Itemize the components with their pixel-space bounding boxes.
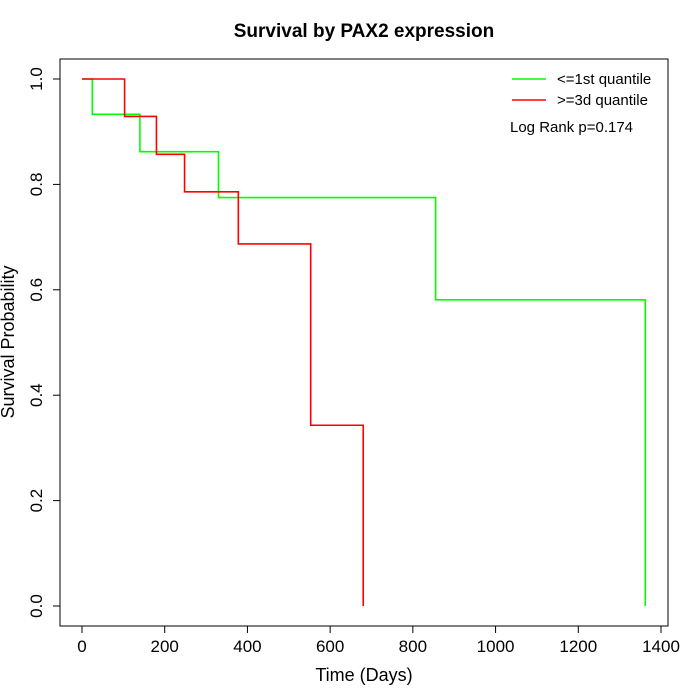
y-tick-label: 0.4 [27,383,46,407]
x-tick-label: 1400 [642,637,680,656]
legend: <=1st quantile >=3d quantile Log Rank p=… [510,71,651,136]
survival-curve-low [82,78,647,606]
series-layer [82,78,647,606]
x-tick-label: 1200 [559,637,597,656]
x-tick-label: 800 [399,637,427,656]
x-tick-label: 0 [77,637,86,656]
y-tick-label: 0.2 [27,489,46,513]
x-tick-label: 1000 [477,637,515,656]
x-axis: 0 200 400 600 800 1000 1200 1400 [77,625,680,656]
x-tick-label: 200 [151,637,179,656]
y-tick-label: 1.0 [27,67,46,91]
legend-label-high: >=3d quantile [557,92,648,109]
y-axis: 0.0 0.2 0.4 0.6 0.8 1.0 [27,67,61,618]
chart-title: Survival by PAX2 expression [234,21,495,42]
legend-label-low: <=1st quantile [557,71,651,88]
y-tick-label: 0.0 [27,594,46,618]
x-tick-label: 400 [233,637,261,656]
y-tick-label: 0.6 [27,278,46,302]
log-rank-annotation: Log Rank p=0.174 [510,119,633,136]
x-axis-label: Time (Days) [315,665,412,685]
survival-curve-high [82,78,365,606]
x-tick-label: 600 [316,637,344,656]
y-tick-label: 0.8 [27,173,46,197]
y-axis-label: Survival Probability [0,265,18,418]
